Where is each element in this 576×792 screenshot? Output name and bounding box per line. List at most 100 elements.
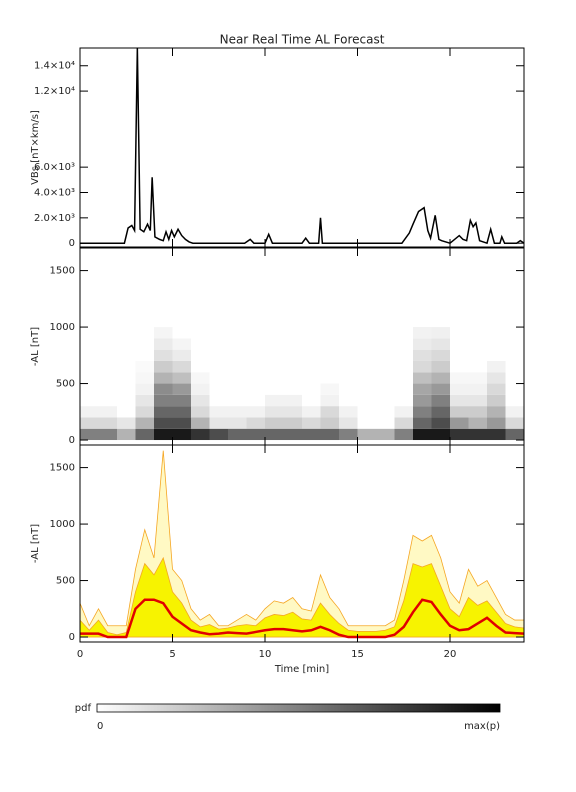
heat-cell [394, 360, 413, 373]
heat-cell [191, 327, 210, 339]
heat-cell [376, 360, 395, 373]
heat-cell [135, 338, 154, 350]
heat-cell [246, 394, 265, 407]
heat-cell [154, 372, 173, 384]
heat-cell [135, 360, 154, 373]
heat-cell [450, 428, 469, 441]
heat-cell [302, 349, 321, 361]
heat-cell [302, 428, 321, 441]
heat-cell [320, 360, 339, 373]
heat-cell [394, 406, 413, 418]
heat-cell [413, 406, 432, 418]
heat-cell [172, 417, 191, 429]
heat-cell [191, 417, 210, 429]
heat-cell [302, 338, 321, 350]
heat-cell [117, 372, 136, 384]
heat-cell [431, 338, 450, 350]
heat-cell [468, 383, 487, 395]
heat-cell [302, 360, 321, 373]
heat-cell [265, 394, 284, 407]
heat-cell [117, 349, 136, 361]
heat-cell [487, 383, 506, 395]
heat-cell [135, 383, 154, 395]
x-tick-label: 10 [259, 649, 272, 660]
y-tick-label: 1500 [50, 266, 75, 277]
heat-cell [246, 360, 265, 373]
heat-cell [357, 360, 376, 373]
heat-cell [228, 406, 247, 418]
y-tick-label: 4.0×10³ [34, 187, 75, 198]
heat-cell [228, 394, 247, 407]
heat-cell [357, 338, 376, 350]
heat-cell [468, 417, 487, 429]
heat-cell [302, 327, 321, 339]
heat-cell [209, 338, 228, 350]
heat-cell [357, 349, 376, 361]
heat-cell [376, 406, 395, 418]
heat-cell [80, 349, 99, 361]
heat-cell [265, 327, 284, 339]
area [80, 556, 524, 638]
heat-cell [135, 417, 154, 429]
heat-cell [339, 372, 358, 384]
heat-cell [154, 360, 173, 373]
heat-cell [80, 327, 99, 339]
heat-cell [413, 349, 432, 361]
heat-cell [246, 428, 265, 441]
heat-cell [468, 406, 487, 418]
heat-cell [505, 360, 524, 373]
heat-cell [320, 383, 339, 395]
heat-cell [431, 394, 450, 407]
colorbar-tick-label: 0 [97, 721, 103, 732]
y-axis-label: VBs [nT×km/s] [30, 110, 41, 185]
axis-frame [79, 47, 525, 248]
heat-cell [487, 327, 506, 339]
heat-cell [376, 338, 395, 350]
heat-cell [468, 428, 487, 441]
heat-cell [394, 349, 413, 361]
heat-cell [117, 417, 136, 429]
heat-cell [505, 428, 524, 441]
heat-cell [246, 372, 265, 384]
plot-area [80, 327, 524, 441]
heat-cell [80, 406, 99, 418]
heat-cell [413, 360, 432, 373]
heat-cell [413, 428, 432, 441]
heat-cell [246, 327, 265, 339]
heat-cell [357, 327, 376, 339]
y-tick-label: 1.2×10⁴ [34, 86, 75, 97]
heat-cell [209, 327, 228, 339]
heat-cell [394, 327, 413, 339]
heat-cell [320, 327, 339, 339]
heat-cell [320, 417, 339, 429]
heat-cell [505, 417, 524, 429]
heat-cell [117, 360, 136, 373]
heat-cell [450, 360, 469, 373]
heat-cell [154, 417, 173, 429]
heat-cell [98, 394, 117, 407]
heat-cell [172, 349, 191, 361]
heat-cell [228, 338, 247, 350]
heat-cell [172, 383, 191, 395]
heat-cell [265, 428, 284, 441]
heat-cell [320, 428, 339, 441]
heat-cell [135, 349, 154, 361]
heat-cell [265, 417, 284, 429]
heat-cell [302, 394, 321, 407]
heat-cell [209, 372, 228, 384]
heat-cell [431, 428, 450, 441]
heat-cell [209, 417, 228, 429]
heat-cell [376, 327, 395, 339]
heat-cell [505, 349, 524, 361]
heat-cell [413, 327, 432, 339]
heat-cell [302, 372, 321, 384]
heat-cell [505, 338, 524, 350]
heat-cell [80, 360, 99, 373]
x-tick-label: 15 [351, 649, 364, 660]
heat-cell [283, 394, 302, 407]
heat-cell [431, 383, 450, 395]
heat-cell [117, 327, 136, 339]
colorbar-tick-label: max(p) [464, 721, 500, 732]
heat-cell [246, 349, 265, 361]
heat-cell [154, 327, 173, 339]
